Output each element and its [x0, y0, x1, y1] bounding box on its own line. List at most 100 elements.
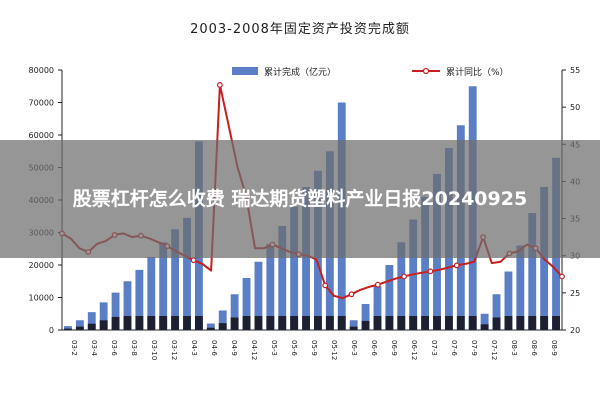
line-point [348, 291, 355, 298]
x-tick-label: 03-6 [110, 340, 118, 356]
x-tick-label: 04-6 [210, 340, 218, 356]
bar [254, 261, 263, 330]
bar-base [504, 316, 513, 330]
x-tick-label: 03-10 [150, 340, 158, 360]
bar-base [183, 316, 191, 330]
bar [290, 206, 299, 330]
x-tick-label: 05-9 [310, 340, 318, 356]
x-tick-label: 05-3 [270, 340, 278, 356]
bar-base [325, 316, 334, 330]
bar [516, 245, 525, 330]
bar [421, 196, 430, 330]
bar-base [528, 316, 537, 330]
bar-base [349, 326, 358, 330]
bar-base [444, 316, 453, 330]
x-tick-label: 05-12 [330, 340, 338, 360]
legend-swatch-bar [232, 67, 258, 75]
line-point [190, 257, 197, 264]
x-tick-label: 07-6 [450, 340, 458, 356]
bar-base [99, 320, 108, 330]
x-tick-label: 04-9 [230, 340, 238, 356]
bar [385, 265, 394, 330]
x-tick-label: 08-9 [550, 340, 558, 356]
left-tick-label: 20000 [29, 261, 54, 270]
bar-base [516, 316, 525, 330]
x-tick-label: 07-12 [490, 340, 498, 360]
x-tick-label: 05-6 [290, 340, 298, 356]
bar-base [159, 316, 168, 330]
x-tick-label: 04-12 [250, 340, 258, 360]
left-tick-label: 70000 [29, 99, 54, 108]
bar-base [409, 316, 418, 330]
bar [492, 294, 501, 330]
bar [135, 269, 144, 331]
bar [123, 281, 132, 330]
headline-text[interactable]: 股票杠杆怎么收费 瑞达期货塑料产业日报20240925 [72, 188, 528, 210]
bar-base [433, 316, 441, 330]
x-tick-label: 08-6 [530, 340, 538, 356]
line-point [427, 268, 434, 275]
bar [147, 256, 156, 331]
bar [266, 243, 275, 331]
bar-base [111, 316, 120, 330]
bar-base [302, 316, 310, 330]
x-tick-label: 03-4 [90, 340, 98, 356]
x-tick-label: 06-3 [350, 340, 358, 356]
bar [302, 187, 310, 330]
bar-base [397, 316, 406, 330]
bar [528, 213, 537, 330]
bar [278, 226, 287, 330]
bar-base [218, 323, 227, 330]
x-tick-label: 04-3 [190, 340, 198, 356]
bar [87, 312, 96, 331]
left-tick-label: 10000 [29, 294, 54, 303]
bar-base [147, 316, 156, 330]
x-tick-label: 07-9 [470, 340, 478, 356]
bar-base [266, 316, 275, 330]
x-tick-label: 03-2 [70, 340, 78, 356]
x-tick-label: 07-3 [430, 340, 438, 356]
bar-base [421, 316, 430, 330]
bar-base [492, 317, 501, 330]
bar [64, 326, 72, 330]
legend: 累计完成（亿元） 累计同比（%） [232, 66, 509, 78]
bar-base [552, 316, 560, 330]
bar-base [242, 316, 251, 330]
bar [397, 242, 406, 330]
legend-marker-line [422, 67, 430, 75]
bar [171, 229, 180, 330]
headline-overlay: 股票杠杆怎么收费 瑞达期货塑料产业日报20240925 [0, 140, 600, 258]
x-tick-label: 06-12 [410, 340, 418, 360]
bar-base [230, 317, 239, 330]
line-point [322, 282, 329, 289]
x-tick-label: 03-12 [170, 340, 178, 360]
legend-label-line: 累计同比（%） [446, 66, 509, 78]
bar-base [171, 316, 180, 330]
bar [159, 242, 168, 330]
bar-base [361, 320, 370, 330]
bar [183, 217, 191, 331]
bar-base [290, 316, 299, 330]
line-point [216, 81, 223, 88]
bar [230, 294, 239, 330]
bar-base [194, 316, 203, 330]
bar [373, 286, 382, 331]
bar [218, 310, 227, 330]
bar-base [337, 316, 346, 330]
bar-base [278, 316, 287, 330]
line-point [453, 262, 460, 269]
bar-base [456, 316, 465, 330]
chart-title: 2003-2008年固定资产投资完成额 [190, 21, 410, 37]
bar-base [254, 316, 263, 330]
right-tick-label: 25 [570, 289, 580, 298]
x-axis-ticks: 03-2 03-4 03-6 03-8 03-10 03-12 04-3 04-6 04-9 04… [70, 340, 558, 360]
legend-label-bar: 累计完成（亿元） [264, 66, 336, 78]
right-tick-label: 20 [570, 326, 580, 335]
bar-base [64, 328, 72, 330]
bar [111, 292, 120, 331]
bar-base [75, 326, 84, 330]
bar-base [480, 324, 489, 330]
bar [242, 278, 251, 330]
x-tick-label: 06-9 [390, 340, 398, 356]
line-point [401, 273, 408, 280]
